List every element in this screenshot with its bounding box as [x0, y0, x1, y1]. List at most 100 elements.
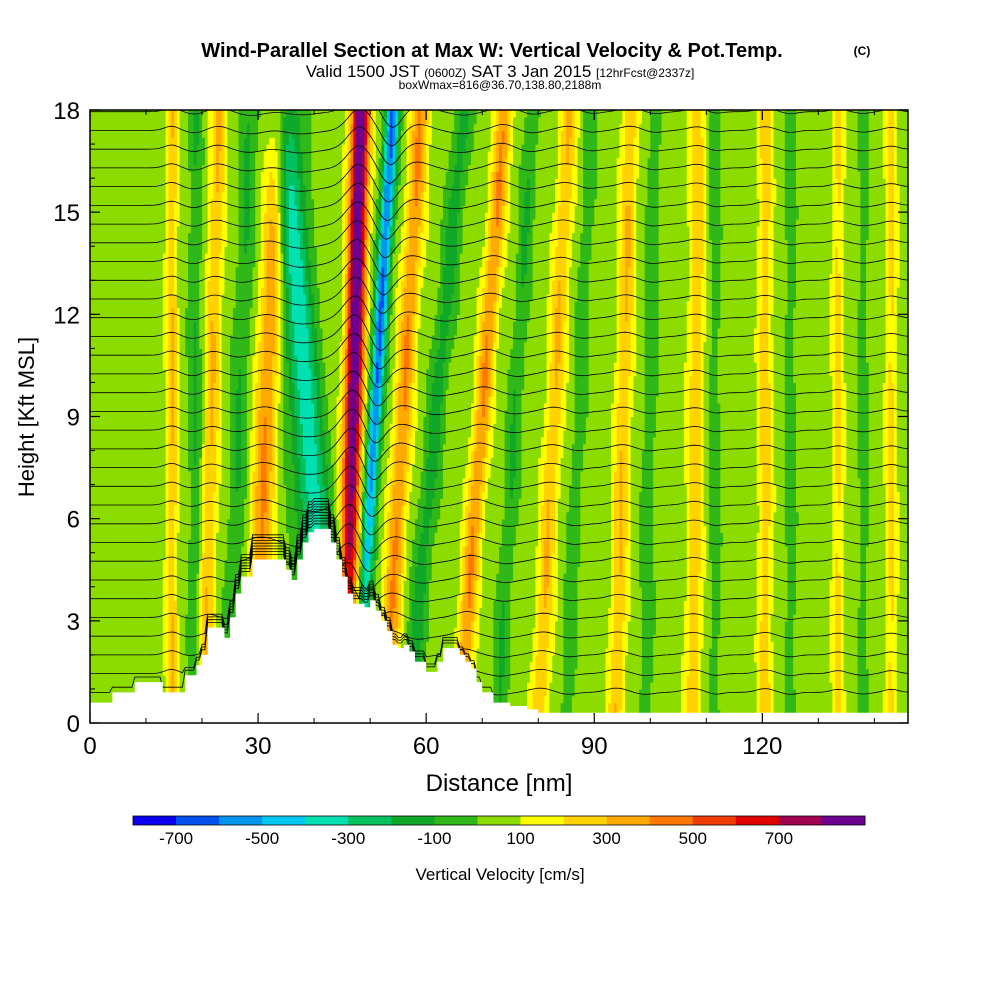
velocity-cell	[865, 620, 887, 629]
velocity-cell	[459, 559, 464, 567]
velocity-cell	[277, 525, 287, 533]
velocity-cell	[868, 416, 884, 424]
velocity-cell	[171, 648, 175, 656]
velocity-cell	[468, 579, 472, 588]
velocity-cell	[392, 450, 396, 458]
velocity-cell	[252, 518, 256, 527]
velocity-cell	[482, 573, 497, 581]
velocity-cell	[336, 470, 340, 479]
velocity-cell	[627, 430, 632, 438]
velocity-cell	[165, 484, 170, 493]
velocity-cell	[541, 450, 548, 458]
velocity-cell	[216, 607, 223, 615]
velocity-cell	[484, 430, 489, 438]
velocity-cell	[709, 648, 719, 656]
velocity-cell	[235, 470, 242, 479]
velocity-cell	[347, 511, 354, 520]
velocity-cell	[709, 443, 721, 452]
velocity-cell	[490, 402, 497, 411]
velocity-cell	[843, 614, 859, 622]
velocity-cell	[563, 620, 579, 629]
velocity-cell	[367, 457, 371, 465]
velocity-cell	[241, 457, 248, 465]
velocity-cell	[563, 661, 579, 670]
velocity-cell	[700, 389, 705, 397]
velocity-cell	[770, 620, 786, 629]
velocity-cell	[283, 443, 293, 452]
velocity-cell	[434, 532, 461, 540]
velocity-cell	[218, 396, 223, 404]
velocity-cell	[381, 539, 388, 547]
velocity-cell	[176, 436, 181, 445]
velocity-cell	[213, 600, 217, 608]
velocity-cell	[168, 682, 172, 690]
velocity-cell	[381, 614, 385, 622]
velocity-cell	[608, 627, 615, 636]
velocity-cell	[622, 682, 626, 690]
velocity-cell	[473, 579, 478, 588]
velocity-cell	[358, 477, 363, 486]
velocity-cell	[168, 396, 172, 404]
velocity-cell	[361, 409, 366, 418]
velocity-cell	[622, 525, 629, 533]
velocity-cell	[356, 593, 360, 601]
velocity-cell	[703, 470, 710, 479]
velocity-cell	[893, 470, 898, 479]
velocity-cell	[795, 545, 833, 554]
velocity-cell	[185, 627, 198, 636]
velocity-cell	[375, 579, 382, 588]
velocity-cell	[286, 525, 298, 533]
velocity-cell	[689, 484, 702, 493]
velocity-cell	[720, 545, 758, 554]
velocity-cell	[560, 389, 567, 397]
velocity-cell	[493, 688, 500, 697]
velocity-cell	[288, 545, 298, 554]
velocity-cell	[426, 641, 455, 649]
velocity-cell	[496, 409, 506, 418]
velocity-cell	[653, 450, 685, 458]
velocity-cell	[375, 525, 380, 533]
velocity-cell	[364, 443, 368, 452]
velocity-cell	[283, 409, 293, 418]
velocity-cell	[633, 389, 646, 397]
velocity-cell	[389, 498, 394, 506]
velocity-cell	[459, 614, 464, 622]
velocity-cell	[274, 491, 279, 499]
velocity-cell	[90, 620, 164, 629]
velocity-cell	[470, 620, 475, 629]
velocity-cell	[510, 457, 517, 465]
velocity-cell	[406, 382, 410, 390]
velocity-cell	[759, 382, 772, 390]
velocity-cell	[630, 532, 640, 540]
velocity-cell	[611, 661, 623, 670]
velocity-cell	[252, 409, 256, 418]
velocity-cell	[342, 545, 346, 554]
velocity-cell	[706, 552, 710, 561]
velocity-cell	[482, 396, 486, 404]
velocity-cell	[339, 423, 343, 431]
velocity-cell	[513, 477, 523, 486]
velocity-cell	[361, 539, 366, 547]
velocity-cell	[356, 545, 360, 554]
velocity-cell	[168, 402, 172, 411]
velocity-cell	[577, 661, 607, 670]
velocity-cell	[465, 566, 469, 574]
velocity-cell	[493, 620, 500, 629]
velocity-cell	[504, 416, 514, 424]
velocity-cell	[367, 389, 371, 397]
velocity-cell	[504, 498, 520, 506]
velocity-cell	[395, 436, 399, 445]
velocity-cell	[882, 470, 889, 479]
velocity-cell	[162, 661, 170, 670]
velocity-cell	[403, 614, 410, 622]
velocity-cell	[527, 688, 534, 697]
velocity-cell	[179, 620, 186, 629]
velocity-cell	[431, 559, 461, 567]
velocity-cell	[885, 654, 898, 663]
velocity-cell	[286, 505, 296, 513]
velocity-cell	[557, 498, 570, 506]
velocity-cell	[762, 464, 772, 472]
velocity-cell	[639, 702, 651, 710]
velocity-cell	[426, 396, 433, 404]
velocity-cell	[891, 607, 895, 615]
